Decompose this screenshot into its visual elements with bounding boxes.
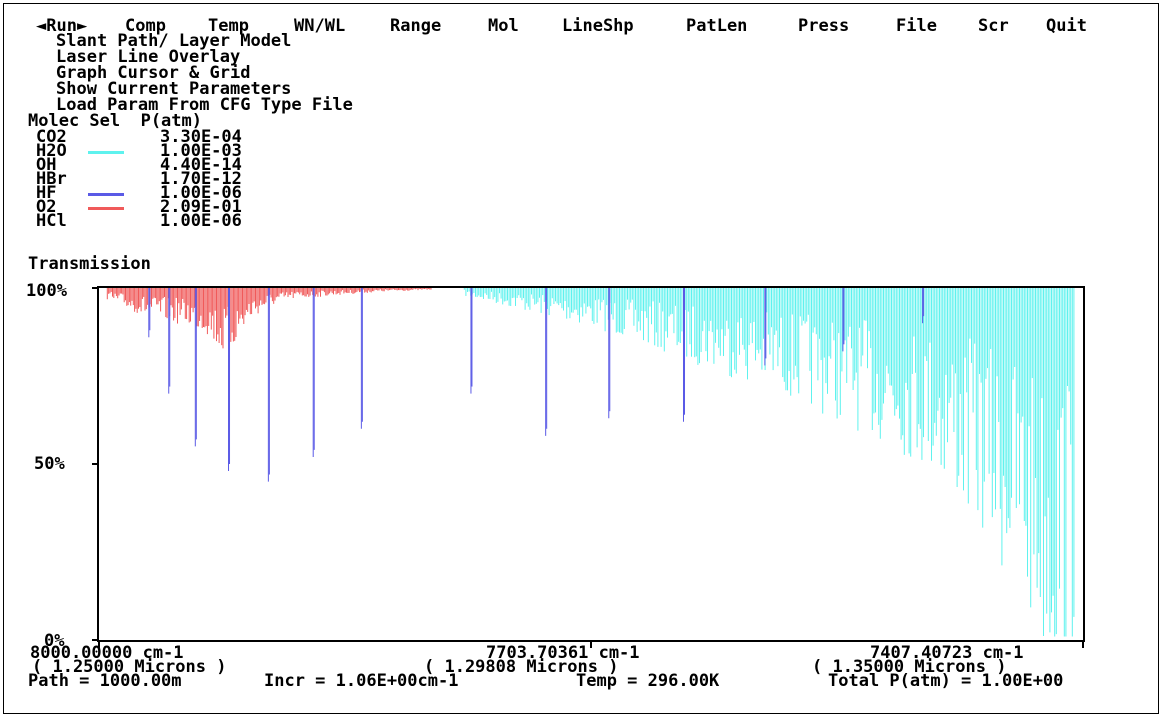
molecule-pressure: 3.30E-04 [160, 127, 242, 147]
selection-color-swatch [88, 207, 124, 210]
submenu-graph-cursor-grid[interactable]: Graph Cursor & Grid [56, 63, 251, 83]
x-label-left-wl: ( 1.25000 Microns ) [32, 657, 227, 677]
molecule-name[interactable]: CO2 [36, 127, 67, 147]
molecule-pressure: 1.70E-12 [160, 169, 242, 189]
menu-scr[interactable]: Scr [978, 16, 1009, 36]
molecule-pressure: 1.00E-06 [160, 211, 242, 231]
menu-mol[interactable]: Mol [488, 16, 519, 36]
selection-color-swatch [88, 193, 124, 196]
molecule-pressure: 1.00E-06 [160, 183, 242, 203]
x-label-right-wl: ( 1.35000 Microns ) [812, 657, 1007, 677]
x-label-right-wn: 7407.40723 cm-1 [870, 643, 1024, 663]
submenu-load-cfg[interactable]: Load Param From CFG Type File [56, 95, 353, 115]
spectrum-lines [106, 288, 1075, 637]
menu-range[interactable]: Range [390, 16, 442, 36]
submenu-show-parameters[interactable]: Show Current Parameters [56, 79, 292, 99]
menu-lineshp[interactable]: LineShp [562, 16, 634, 36]
molecule-name[interactable]: HCl [36, 211, 67, 231]
menu-file[interactable]: File [896, 16, 937, 36]
submenu-laser-line-overlay[interactable]: Laser Line Overlay [56, 47, 241, 67]
molecule-name[interactable]: H2O [36, 141, 67, 161]
menu-run[interactable]: ◄Run► [36, 16, 88, 36]
molecule-pressure: 4.40E-14 [160, 155, 242, 175]
molecule-name[interactable]: OH [36, 155, 57, 175]
x-label-mid-wn: 7703.70361 cm-1 [486, 643, 640, 663]
selection-color-swatch [88, 151, 124, 154]
molecule-table-header: Molec Sel P(atm) [28, 111, 202, 131]
status-total-pressure: Total P(atm) = 1.00E+00 [828, 671, 1064, 691]
menu-quit[interactable]: Quit [1046, 16, 1087, 36]
x-label-left-wn: 8000.00000 cm-1 [30, 643, 184, 663]
menu-press[interactable]: Press [798, 16, 850, 36]
status-incr: Incr = 1.06E+00cm-1 [264, 671, 459, 691]
y-tick-label: 100% [26, 281, 67, 301]
molecule-pressure: 1.00E-03 [160, 141, 242, 161]
x-label-mid-wl: ( 1.29808 Microns ) [424, 657, 619, 677]
axis-ticks [92, 287, 1084, 648]
y-tick-label: 0% [44, 631, 65, 651]
submenu-slant-path[interactable]: Slant Path/ Layer Model [56, 31, 292, 51]
menu-patlen[interactable]: PatLen [686, 16, 748, 36]
status-path: Path = 1000.00m [28, 671, 182, 691]
molecule-name[interactable]: O2 [36, 197, 57, 217]
molecule-name[interactable]: HBr [36, 169, 67, 189]
menu-wn-wl[interactable]: WN/WL [294, 16, 346, 36]
molecule-pressure: 2.09E-01 [160, 197, 242, 217]
molecule-name[interactable]: HF [36, 183, 57, 203]
status-temp: Temp = 296.00K [576, 671, 720, 691]
menu-temp[interactable]: Temp [208, 16, 249, 36]
y-tick-label: 50% [34, 454, 65, 474]
plot-ylabel: Transmission [28, 254, 151, 274]
screen-border [3, 3, 1159, 714]
menu-comp[interactable]: Comp [125, 16, 166, 36]
